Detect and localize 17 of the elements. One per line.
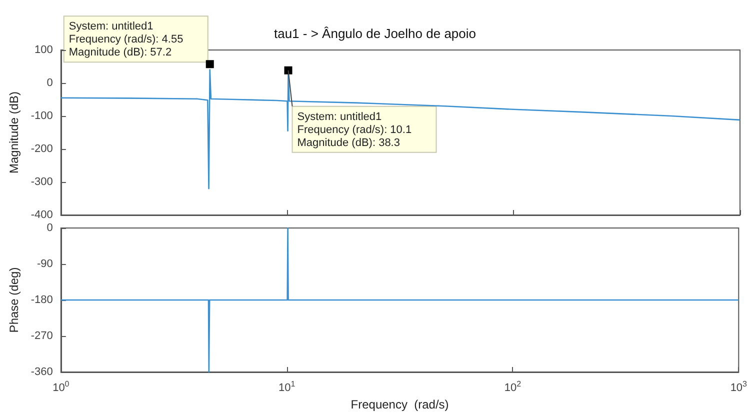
- y-tick-label: -200: [30, 143, 53, 155]
- y-axis-title: Phase (deg): [7, 267, 21, 333]
- y-tick-label: 100: [34, 44, 53, 56]
- chart-title: tau1 - > Ângulo de Joelho de apoio: [274, 26, 476, 41]
- y-tick-label: -360: [30, 366, 53, 378]
- y-tick-label: 0: [46, 222, 53, 234]
- annotation: System: untitled1 Frequency (rad/s): 10.1 Magnitude (dB): 38.3: [297, 110, 412, 149]
- y-axis-title: Magnitude (dB): [7, 91, 21, 174]
- y-tick-label: -300: [30, 176, 53, 188]
- y-tick-label: 0: [46, 77, 53, 89]
- y-tick-label: -90: [37, 258, 53, 270]
- x-axis-title: Frequency (rad/s): [350, 397, 449, 412]
- annotation: System: untitled1 Frequency (rad/s): 4.55 Magnitude (dB): 57.2: [68, 20, 184, 59]
- y-tick-label: -180: [30, 294, 53, 306]
- y-tick-label: -270: [30, 330, 53, 342]
- y-tick-label: -400: [30, 209, 53, 221]
- y-tick-label: -100: [30, 110, 53, 122]
